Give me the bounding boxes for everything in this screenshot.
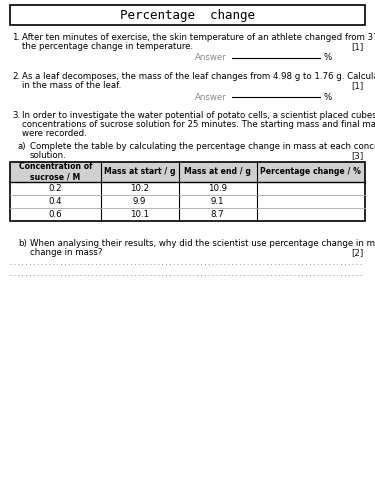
Text: 10.9: 10.9 [208,184,227,193]
Text: [1]: [1] [351,42,363,51]
Text: After ten minutes of exercise, the skin temperature of an athlete changed from 3: After ten minutes of exercise, the skin … [22,33,375,42]
Text: [1]: [1] [351,81,363,90]
Text: In order to investigate the water potential of potato cells, a scientist placed : In order to investigate the water potent… [22,111,375,120]
Text: in the mass of the leaf.: in the mass of the leaf. [22,81,121,90]
Text: Percentage  change: Percentage change [120,8,255,22]
Text: Concentration of
sucrose / M: Concentration of sucrose / M [18,162,92,182]
Text: 8.7: 8.7 [211,210,225,219]
Text: change in mass?: change in mass? [30,248,102,257]
Text: 10.1: 10.1 [130,210,149,219]
Text: Percentage change / %: Percentage change / % [260,168,361,176]
Bar [10,5,365,25]
Text: 0.4: 0.4 [48,197,62,206]
Text: When analysing their results, why did the scientist use percentage change in mas: When analysing their results, why did th… [30,239,375,248]
Text: As a leaf decomposes, the mass of the leaf changes from 4.98 g to 1.76 g. Calcul: As a leaf decomposes, the mass of the le… [22,72,375,81]
Text: Answer: Answer [195,92,227,102]
Bar [10,162,365,221]
Text: b): b) [18,239,27,248]
Text: solution.: solution. [30,151,67,160]
Text: Mass at start / g: Mass at start / g [104,168,176,176]
Text: a): a) [18,142,27,151]
Text: 2.: 2. [12,72,20,81]
Text: 3.: 3. [12,111,20,120]
Text: [2]: [2] [351,248,363,257]
Text: were recorded.: were recorded. [22,129,87,138]
Text: %: % [324,92,332,102]
Text: [3]: [3] [351,151,363,160]
Text: 10.2: 10.2 [130,184,149,193]
Text: 0.6: 0.6 [48,210,62,219]
Text: Answer: Answer [195,54,227,62]
Text: the percentage change in temperature.: the percentage change in temperature. [22,42,193,51]
Text: 1.: 1. [12,33,20,42]
Text: concentrations of sucrose solution for 25 minutes. The starting mass and final m: concentrations of sucrose solution for 2… [22,120,375,129]
Text: %: % [324,54,332,62]
Text: 9.9: 9.9 [133,197,146,206]
Text: 0.2: 0.2 [48,184,62,193]
Text: 9.1: 9.1 [211,197,224,206]
Bar [10,162,365,182]
Text: Complete the table by calculating the percentage change in mass at each concentr: Complete the table by calculating the pe… [30,142,375,151]
Text: Mass at end / g: Mass at end / g [184,168,251,176]
